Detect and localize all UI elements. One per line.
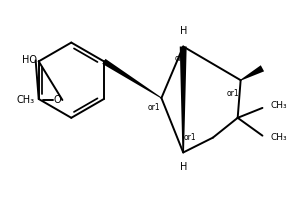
Polygon shape [180, 47, 187, 152]
Text: CH₃: CH₃ [17, 95, 35, 105]
Text: or1: or1 [184, 133, 196, 142]
Text: CH₃: CH₃ [270, 101, 287, 110]
Text: or1: or1 [226, 89, 239, 98]
Text: H: H [180, 162, 187, 172]
Text: CH₃: CH₃ [270, 133, 287, 142]
Text: H: H [180, 26, 187, 36]
Text: O: O [54, 95, 61, 105]
Text: HO: HO [22, 55, 37, 65]
Text: or1: or1 [175, 54, 188, 63]
Polygon shape [102, 59, 162, 98]
Text: or1: or1 [147, 103, 160, 112]
Polygon shape [240, 65, 264, 81]
